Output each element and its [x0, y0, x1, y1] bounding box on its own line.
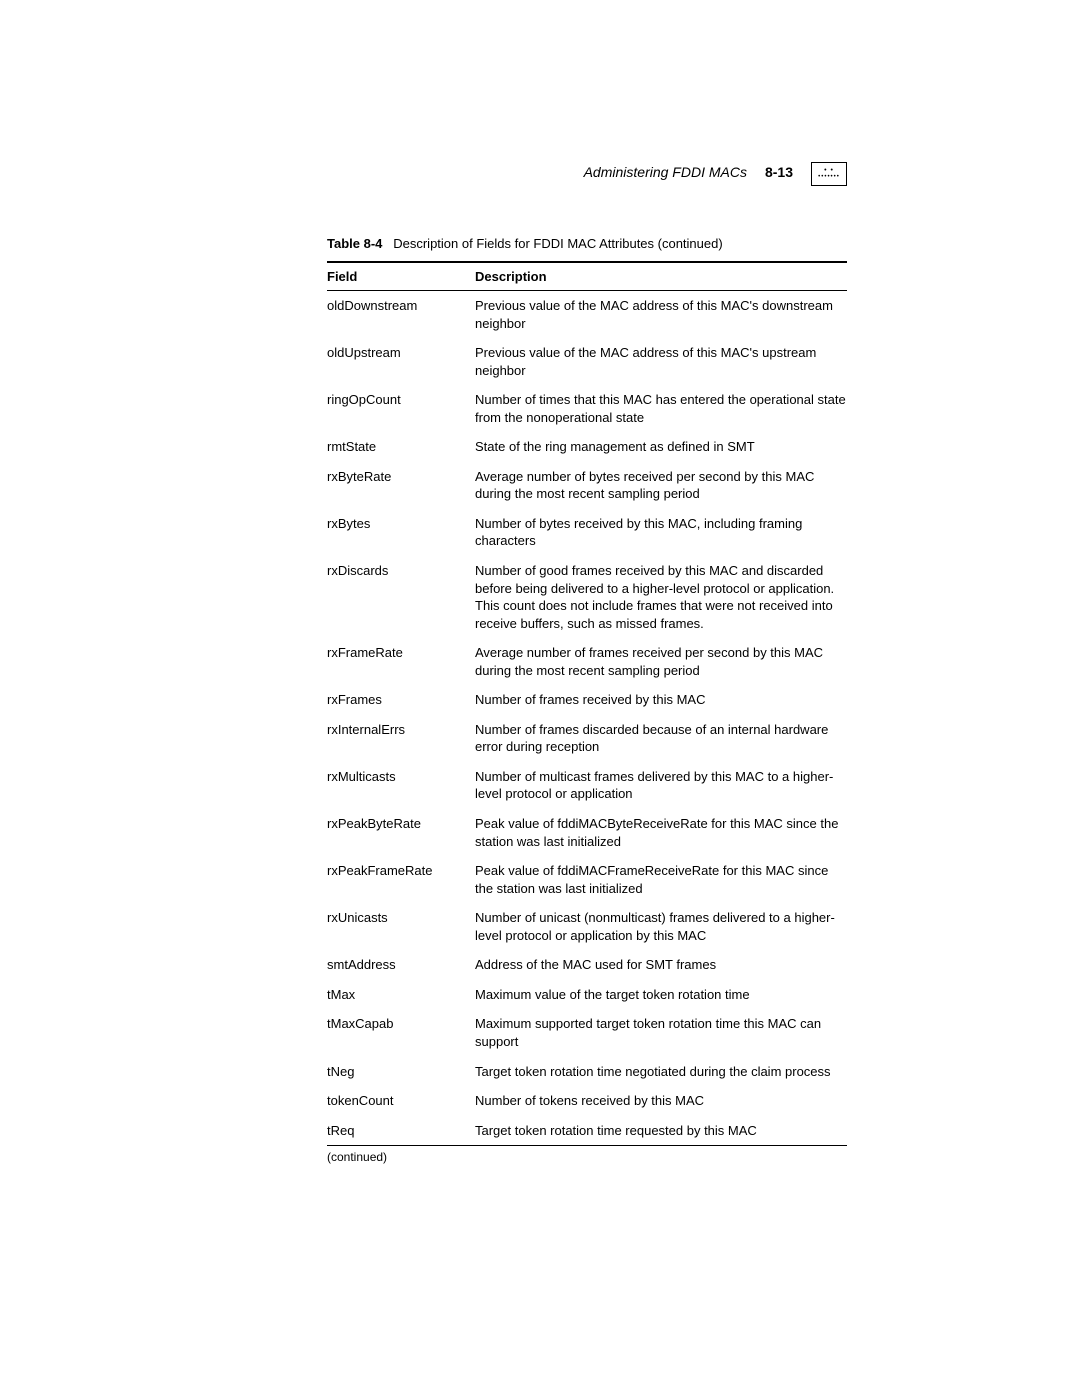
- field-name: rxPeakByteRate: [327, 809, 475, 856]
- field-name: oldUpstream: [327, 338, 475, 385]
- field-name: oldDownstream: [327, 291, 475, 338]
- page-header: Administering FDDI MACs 8-13 • • •••••••: [327, 162, 847, 186]
- field-name: smtAddress: [327, 950, 475, 980]
- field-name: rxBytes: [327, 509, 475, 556]
- table-row: oldUpstreamPrevious value of the MAC add…: [327, 338, 847, 385]
- field-description: Number of frames discarded because of an…: [475, 715, 847, 762]
- field-name: tMaxCapab: [327, 1009, 475, 1056]
- table-header-row: Field Description: [327, 263, 847, 290]
- field-name: tReq: [327, 1116, 475, 1146]
- field-description: Peak value of fddiMACFrameReceiveRate fo…: [475, 856, 847, 903]
- field-description: Number of frames received by this MAC: [475, 685, 847, 715]
- table-row: rxUnicastsNumber of unicast (nonmulticas…: [327, 903, 847, 950]
- table-row: rxPeakByteRatePeak value of fddiMACByteR…: [327, 809, 847, 856]
- field-description: State of the ring management as defined …: [475, 432, 847, 462]
- field-name: rmtState: [327, 432, 475, 462]
- field-description: Previous value of the MAC address of thi…: [475, 338, 847, 385]
- page-content: Administering FDDI MACs 8-13 • • •••••••…: [327, 162, 847, 1164]
- table-row: smtAddressAddress of the MAC used for SM…: [327, 950, 847, 980]
- table-label: Table 8-4: [327, 236, 382, 251]
- field-description: Number of multicast frames delivered by …: [475, 762, 847, 809]
- fields-table: Field Description oldDownstreamPrevious …: [327, 263, 847, 1145]
- field-description: Number of unicast (nonmulticast) frames …: [475, 903, 847, 950]
- field-name: rxFrames: [327, 685, 475, 715]
- column-header-description: Description: [475, 263, 847, 290]
- field-description: Number of times that this MAC has entere…: [475, 385, 847, 432]
- table-row: rxInternalErrsNumber of frames discarded…: [327, 715, 847, 762]
- table-row: tMaxCapabMaximum supported target token …: [327, 1009, 847, 1056]
- field-description: Peak value of fddiMACByteReceiveRate for…: [475, 809, 847, 856]
- table-row: rxFrameRateAverage number of frames rece…: [327, 638, 847, 685]
- table-row: rxPeakFrameRatePeak value of fddiMACFram…: [327, 856, 847, 903]
- field-description: Average number of frames received per se…: [475, 638, 847, 685]
- table-caption: Table 8-4 Description of Fields for FDDI…: [327, 236, 847, 251]
- field-description: Target token rotation time negotiated du…: [475, 1057, 847, 1087]
- field-description: Number of tokens received by this MAC: [475, 1086, 847, 1116]
- table-row: rmtStateState of the ring management as …: [327, 432, 847, 462]
- field-description: Maximum value of the target token rotati…: [475, 980, 847, 1010]
- table-row: rxMulticastsNumber of multicast frames d…: [327, 762, 847, 809]
- table-row: rxDiscardsNumber of good frames received…: [327, 556, 847, 638]
- field-name: ringOpCount: [327, 385, 475, 432]
- field-name: tNeg: [327, 1057, 475, 1087]
- table-caption-text: Description of Fields for FDDI MAC Attri…: [393, 236, 722, 251]
- table-row: rxByteRateAverage number of bytes receiv…: [327, 462, 847, 509]
- page-marker-icon: • • •••••••: [811, 162, 847, 186]
- field-name: rxByteRate: [327, 462, 475, 509]
- field-description: Number of good frames received by this M…: [475, 556, 847, 638]
- field-name: tokenCount: [327, 1086, 475, 1116]
- field-name: rxUnicasts: [327, 903, 475, 950]
- field-description: Maximum supported target token rotation …: [475, 1009, 847, 1056]
- field-name: rxPeakFrameRate: [327, 856, 475, 903]
- field-description: Target token rotation time requested by …: [475, 1116, 847, 1146]
- field-name: tMax: [327, 980, 475, 1010]
- field-name: rxDiscards: [327, 556, 475, 638]
- table-row: oldDownstreamPrevious value of the MAC a…: [327, 291, 847, 338]
- table-row: tokenCountNumber of tokens received by t…: [327, 1086, 847, 1116]
- section-title: Administering FDDI MACs: [584, 162, 747, 180]
- table-row: rxFramesNumber of frames received by thi…: [327, 685, 847, 715]
- field-description: Address of the MAC used for SMT frames: [475, 950, 847, 980]
- field-description: Number of bytes received by this MAC, in…: [475, 509, 847, 556]
- field-description: Average number of bytes received per sec…: [475, 462, 847, 509]
- page-number: 8-13: [765, 162, 793, 180]
- field-description: Previous value of the MAC address of thi…: [475, 291, 847, 338]
- field-name: rxInternalErrs: [327, 715, 475, 762]
- table-row: rxBytesNumber of bytes received by this …: [327, 509, 847, 556]
- field-name: rxFrameRate: [327, 638, 475, 685]
- table-row: tReqTarget token rotation time requested…: [327, 1116, 847, 1146]
- table-row: ringOpCountNumber of times that this MAC…: [327, 385, 847, 432]
- table-row: tNegTarget token rotation time negotiate…: [327, 1057, 847, 1087]
- column-header-field: Field: [327, 263, 475, 290]
- table-row: tMaxMaximum value of the target token ro…: [327, 980, 847, 1010]
- field-name: rxMulticasts: [327, 762, 475, 809]
- continued-note: (continued): [327, 1146, 847, 1164]
